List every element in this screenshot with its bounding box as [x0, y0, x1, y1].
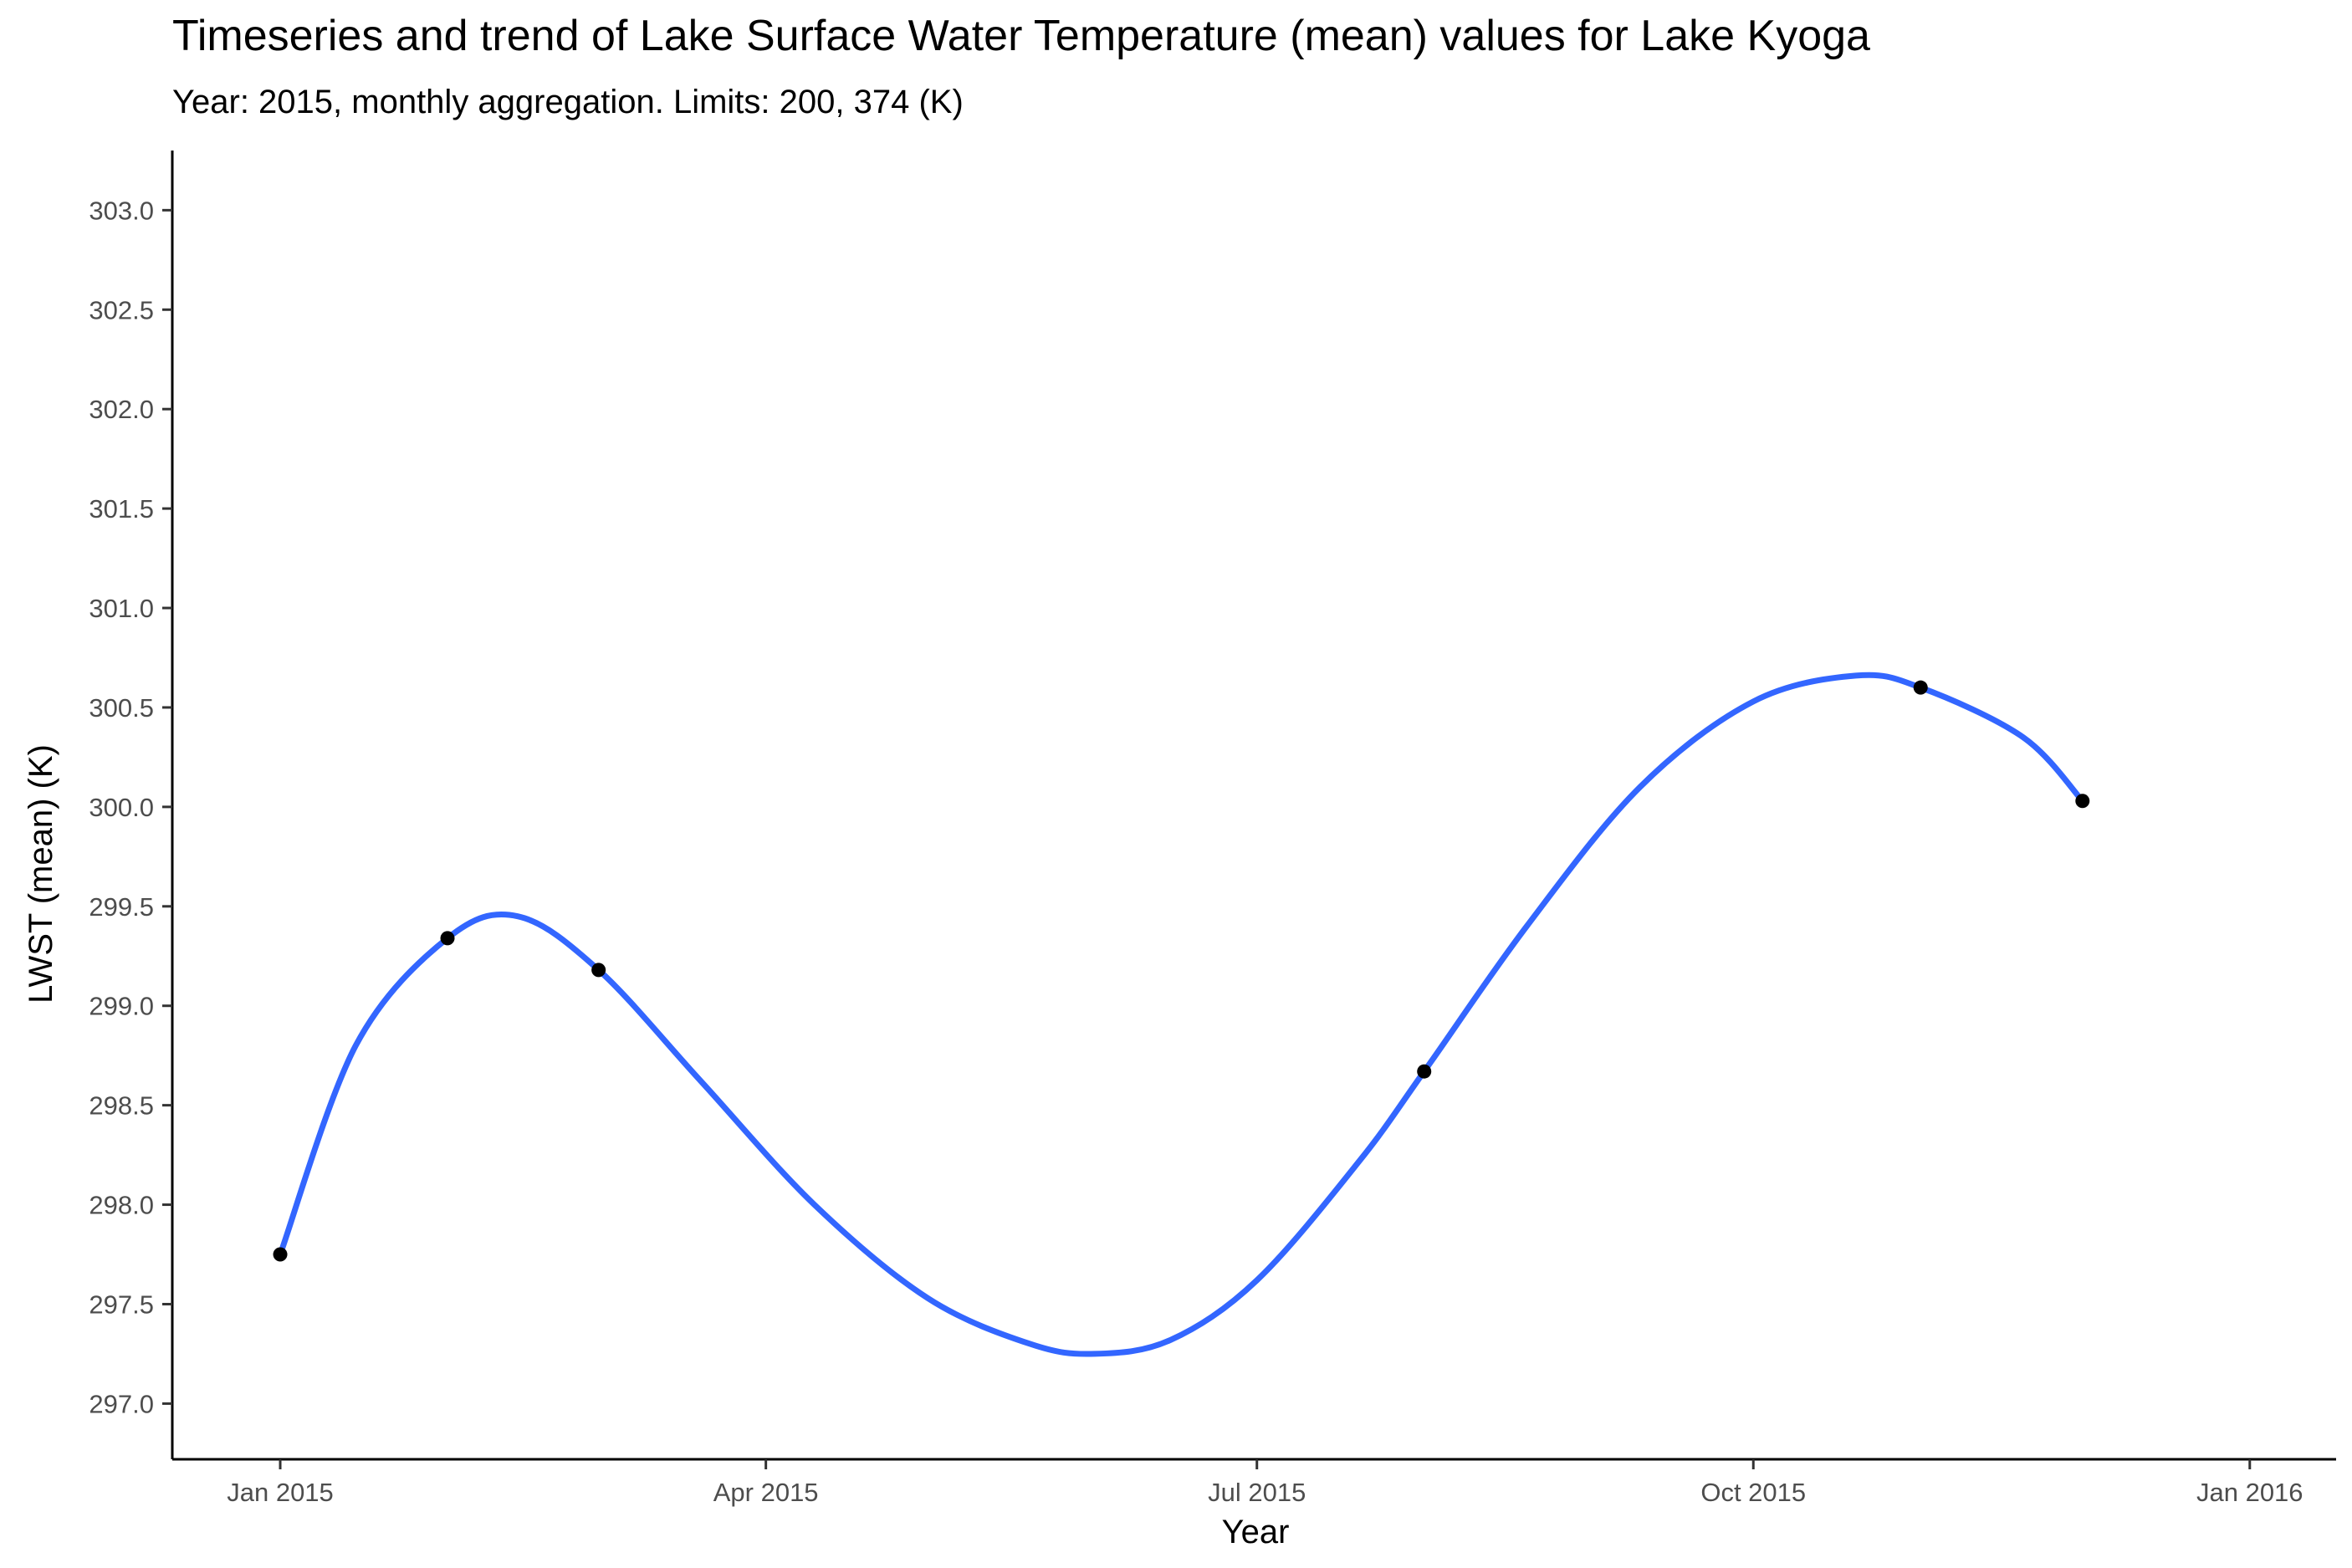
plot-area: 297.0 297.5 298.0 298.5 299.0 299.5 300.0 300.5…	[89, 151, 2336, 1507]
data-point	[440, 931, 455, 946]
y-tick-label: 297.5	[89, 1290, 154, 1319]
x-tick-label: Oct 2015	[1700, 1478, 1806, 1507]
y-tick-label: 301.0	[89, 594, 154, 623]
chart-subtitle: Year: 2015, monthly aggregation. Limits:…	[172, 84, 964, 120]
x-axis-title: Year	[1222, 1514, 1290, 1550]
y-tick-label: 300.0	[89, 793, 154, 822]
data-point	[591, 963, 606, 978]
y-tick-label: 303.0	[89, 196, 154, 225]
y-tick-label: 297.0	[89, 1389, 154, 1418]
y-tick-label: 300.5	[89, 693, 154, 723]
trend-line	[277, 672, 2086, 1357]
x-tick-label: Jan 2016	[2196, 1478, 2303, 1507]
y-tick-label: 298.0	[89, 1191, 154, 1220]
y-axis-title: LWST (mean) (K)	[23, 744, 59, 1004]
x-tick-label: Jul 2015	[1208, 1478, 1306, 1507]
y-tick-label: 298.5	[89, 1091, 154, 1121]
data-point	[273, 1247, 288, 1262]
chart-title: Timeseries and trend of Lake Surface Wat…	[172, 12, 1870, 60]
y-tick-label: 301.5	[89, 494, 154, 524]
y-tick-label: 302.5	[89, 295, 154, 324]
data-point	[1417, 1064, 1432, 1079]
y-tick-label: 299.0	[89, 992, 154, 1021]
x-tick-label: Jan 2015	[227, 1478, 334, 1507]
data-point	[1913, 680, 1928, 695]
data-point	[2075, 794, 2090, 809]
y-tick-label: 299.5	[89, 892, 154, 922]
y-tick-label: 302.0	[89, 395, 154, 424]
x-tick-label: Apr 2015	[713, 1478, 819, 1507]
